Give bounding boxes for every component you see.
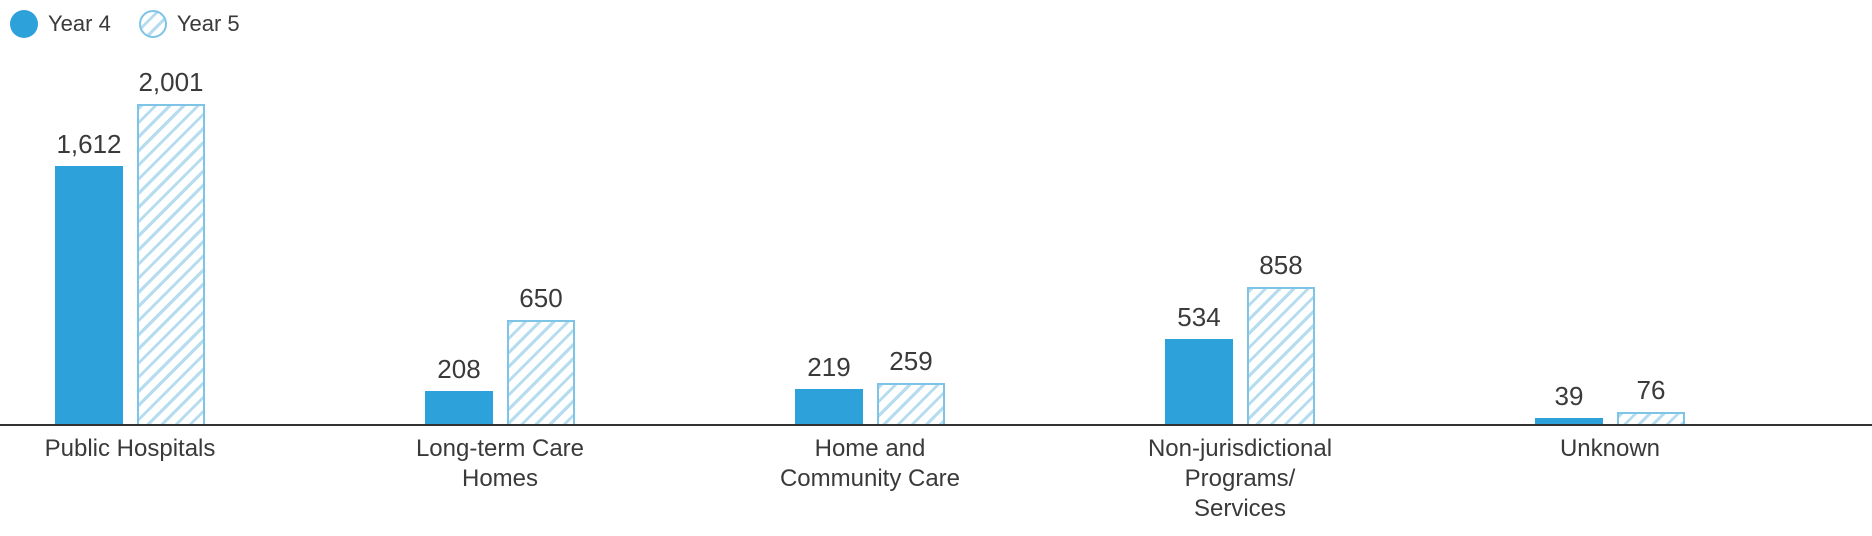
bar-rect bbox=[1617, 412, 1685, 424]
bar-group: 534858Non-jurisdictional Programs/ Servi… bbox=[1165, 250, 1315, 424]
bar: 76 bbox=[1617, 375, 1685, 424]
bar-rect bbox=[1535, 418, 1603, 424]
bar-rect bbox=[1165, 339, 1233, 424]
bar: 208 bbox=[425, 354, 493, 424]
chart: 1,612 2,001 Public Hospitals 208 650 Long-ter… bbox=[0, 60, 1872, 536]
bar-rect bbox=[1247, 287, 1315, 424]
value-label: 858 bbox=[1259, 250, 1302, 281]
bar-group: 1,6122,001Public Hospitals bbox=[55, 67, 205, 424]
bar-rect bbox=[877, 383, 945, 424]
legend-item-year5: Year 5 bbox=[139, 10, 240, 38]
bar: 219 bbox=[795, 352, 863, 424]
bar-group: 3976Unknown bbox=[1535, 375, 1685, 424]
bar: 1,612 bbox=[55, 129, 123, 424]
legend-label-year5: Year 5 bbox=[177, 11, 240, 37]
value-label: 208 bbox=[437, 354, 480, 385]
x-axis-label: Public Hospitals bbox=[0, 434, 290, 464]
value-label: 534 bbox=[1177, 302, 1220, 333]
value-label: 2,001 bbox=[138, 67, 203, 98]
value-label: 219 bbox=[807, 352, 850, 383]
bar: 650 bbox=[507, 283, 575, 424]
bar-rect bbox=[795, 389, 863, 424]
bar-group: 208650Long-term Care Homes bbox=[425, 283, 575, 424]
legend-label-year4: Year 4 bbox=[48, 11, 111, 37]
x-axis-label: Unknown bbox=[1450, 434, 1770, 464]
bar-group: 219259Home and Community Care bbox=[795, 346, 945, 424]
bar: 534 bbox=[1165, 302, 1233, 424]
bar: 259 bbox=[877, 346, 945, 424]
bar: 858 bbox=[1247, 250, 1315, 424]
bar-rect bbox=[137, 104, 205, 424]
legend-item-year4: Year 4 bbox=[10, 10, 111, 38]
legend-swatch-year4 bbox=[10, 10, 38, 38]
legend-swatch-year5 bbox=[139, 10, 167, 38]
plot-area: 1,6122,001Public Hospitals208650Long-ter… bbox=[0, 104, 1872, 426]
x-axis-label: Non-jurisdictional Programs/ Services bbox=[1080, 434, 1400, 524]
value-label: 1,612 bbox=[56, 129, 121, 160]
x-axis-label: Home and Community Care bbox=[710, 434, 1030, 494]
bar: 2,001 bbox=[137, 67, 205, 424]
bar-rect bbox=[425, 391, 493, 424]
value-label: 39 bbox=[1555, 381, 1584, 412]
bar-rect bbox=[507, 320, 575, 424]
legend: Year 4 Year 5 bbox=[10, 10, 240, 38]
bar: 39 bbox=[1535, 381, 1603, 424]
value-label: 259 bbox=[889, 346, 932, 377]
bar-rect bbox=[55, 166, 123, 424]
x-axis-label: Long-term Care Homes bbox=[340, 434, 660, 494]
value-label: 76 bbox=[1637, 375, 1666, 406]
value-label: 650 bbox=[519, 283, 562, 314]
